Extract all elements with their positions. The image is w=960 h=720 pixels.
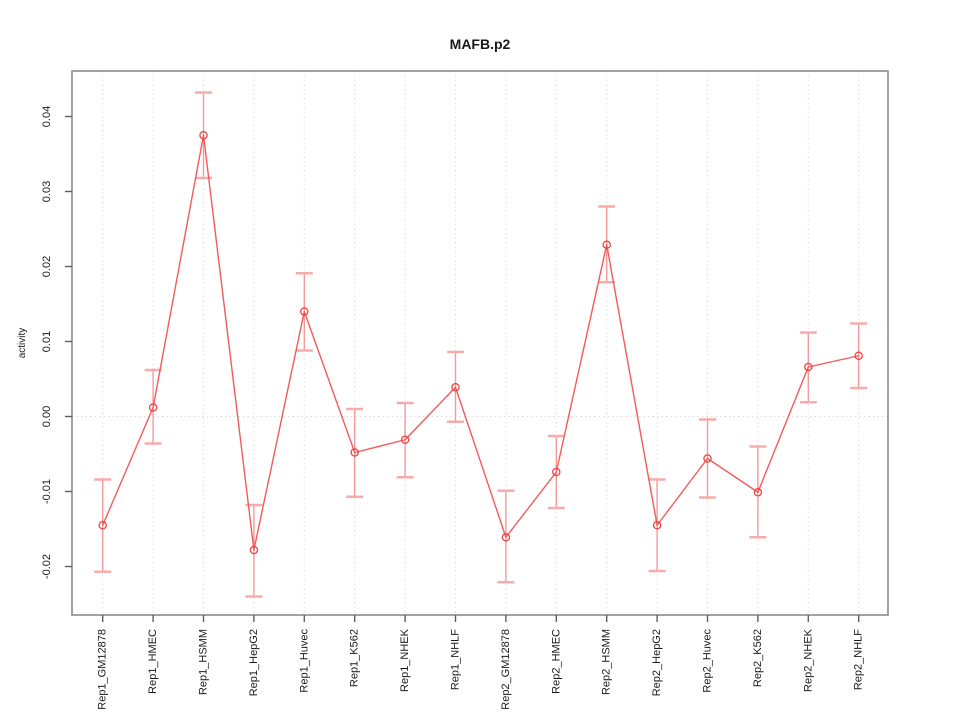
x-tick-label: Rep2_HMEC (550, 629, 562, 694)
data-point-marker (804, 362, 813, 372)
data-point-marker (753, 487, 763, 497)
y-tick-label: 0.04 (41, 106, 53, 127)
data-point-marker (350, 448, 359, 457)
y-tick-label: 0.01 (41, 331, 53, 352)
data-point-marker (400, 435, 410, 444)
y-tick-label: 0.00 (41, 406, 53, 427)
x-tick-label: Rep2_GM12878 (500, 629, 512, 710)
y-tick-label: -0.01 (41, 479, 53, 504)
x-tick-label: Rep1_Huvec (298, 629, 310, 693)
error-bars (94, 91, 868, 598)
gridlines (72, 71, 888, 615)
y-tick-labels: -0.02 -0.01 0.00 0.01 0.02 0.03 0.04 (41, 106, 53, 579)
x-tick-label: Rep1_K562 (349, 629, 361, 687)
data-point-marker (98, 521, 107, 530)
chart-title: MAFB.p2 (450, 36, 511, 52)
data-point-marker (854, 351, 863, 360)
data-point-marker (602, 240, 611, 249)
data-point-marker (552, 467, 561, 477)
y-tick-label: 0.03 (41, 181, 53, 202)
frame-rect (71, 70, 889, 616)
x-tick-label: Rep1_NHLF (450, 629, 462, 690)
data-points (98, 130, 863, 555)
data-point-marker (652, 521, 662, 530)
x-tick-label: Rep2_Huvec (702, 629, 714, 693)
series-polyline (102, 134, 859, 551)
series-line (102, 134, 859, 551)
x-tick-label: Rep2_HSMM (601, 629, 613, 695)
y-tick-label: 0.02 (41, 256, 53, 277)
x-tick-label: Rep1_HSMM (198, 629, 210, 695)
x-tick-label: Rep1_NHEK (399, 628, 411, 692)
x-tick-label: Rep1_HepG2 (248, 629, 260, 696)
y-axis-label: activity (17, 328, 28, 359)
x-tick-label: Rep1_GM12878 (97, 629, 109, 710)
data-point-marker (451, 382, 460, 392)
x-tick-label: Rep2_K562 (752, 629, 764, 687)
x-tick-labels: Rep1_GM12878 Rep1_HMEC Rep1_HSMM Rep1_HepG2… (97, 628, 865, 709)
data-point-marker (249, 545, 259, 555)
data-point-marker (300, 307, 309, 316)
x-tick-label: Rep2_HepG2 (651, 629, 663, 696)
data-point-marker (703, 454, 712, 463)
data-point-marker (199, 130, 208, 140)
plot-frame (71, 70, 889, 616)
data-point-marker (501, 533, 511, 542)
axis-ticks (65, 115, 860, 622)
y-tick-label: -0.02 (41, 554, 53, 579)
data-point-marker (148, 403, 158, 412)
x-tick-label: Rep1_HMEC (147, 629, 159, 694)
x-tick-label: Rep2_NHLF (853, 629, 865, 690)
x-tick-label: Rep2_NHEK (802, 628, 814, 692)
